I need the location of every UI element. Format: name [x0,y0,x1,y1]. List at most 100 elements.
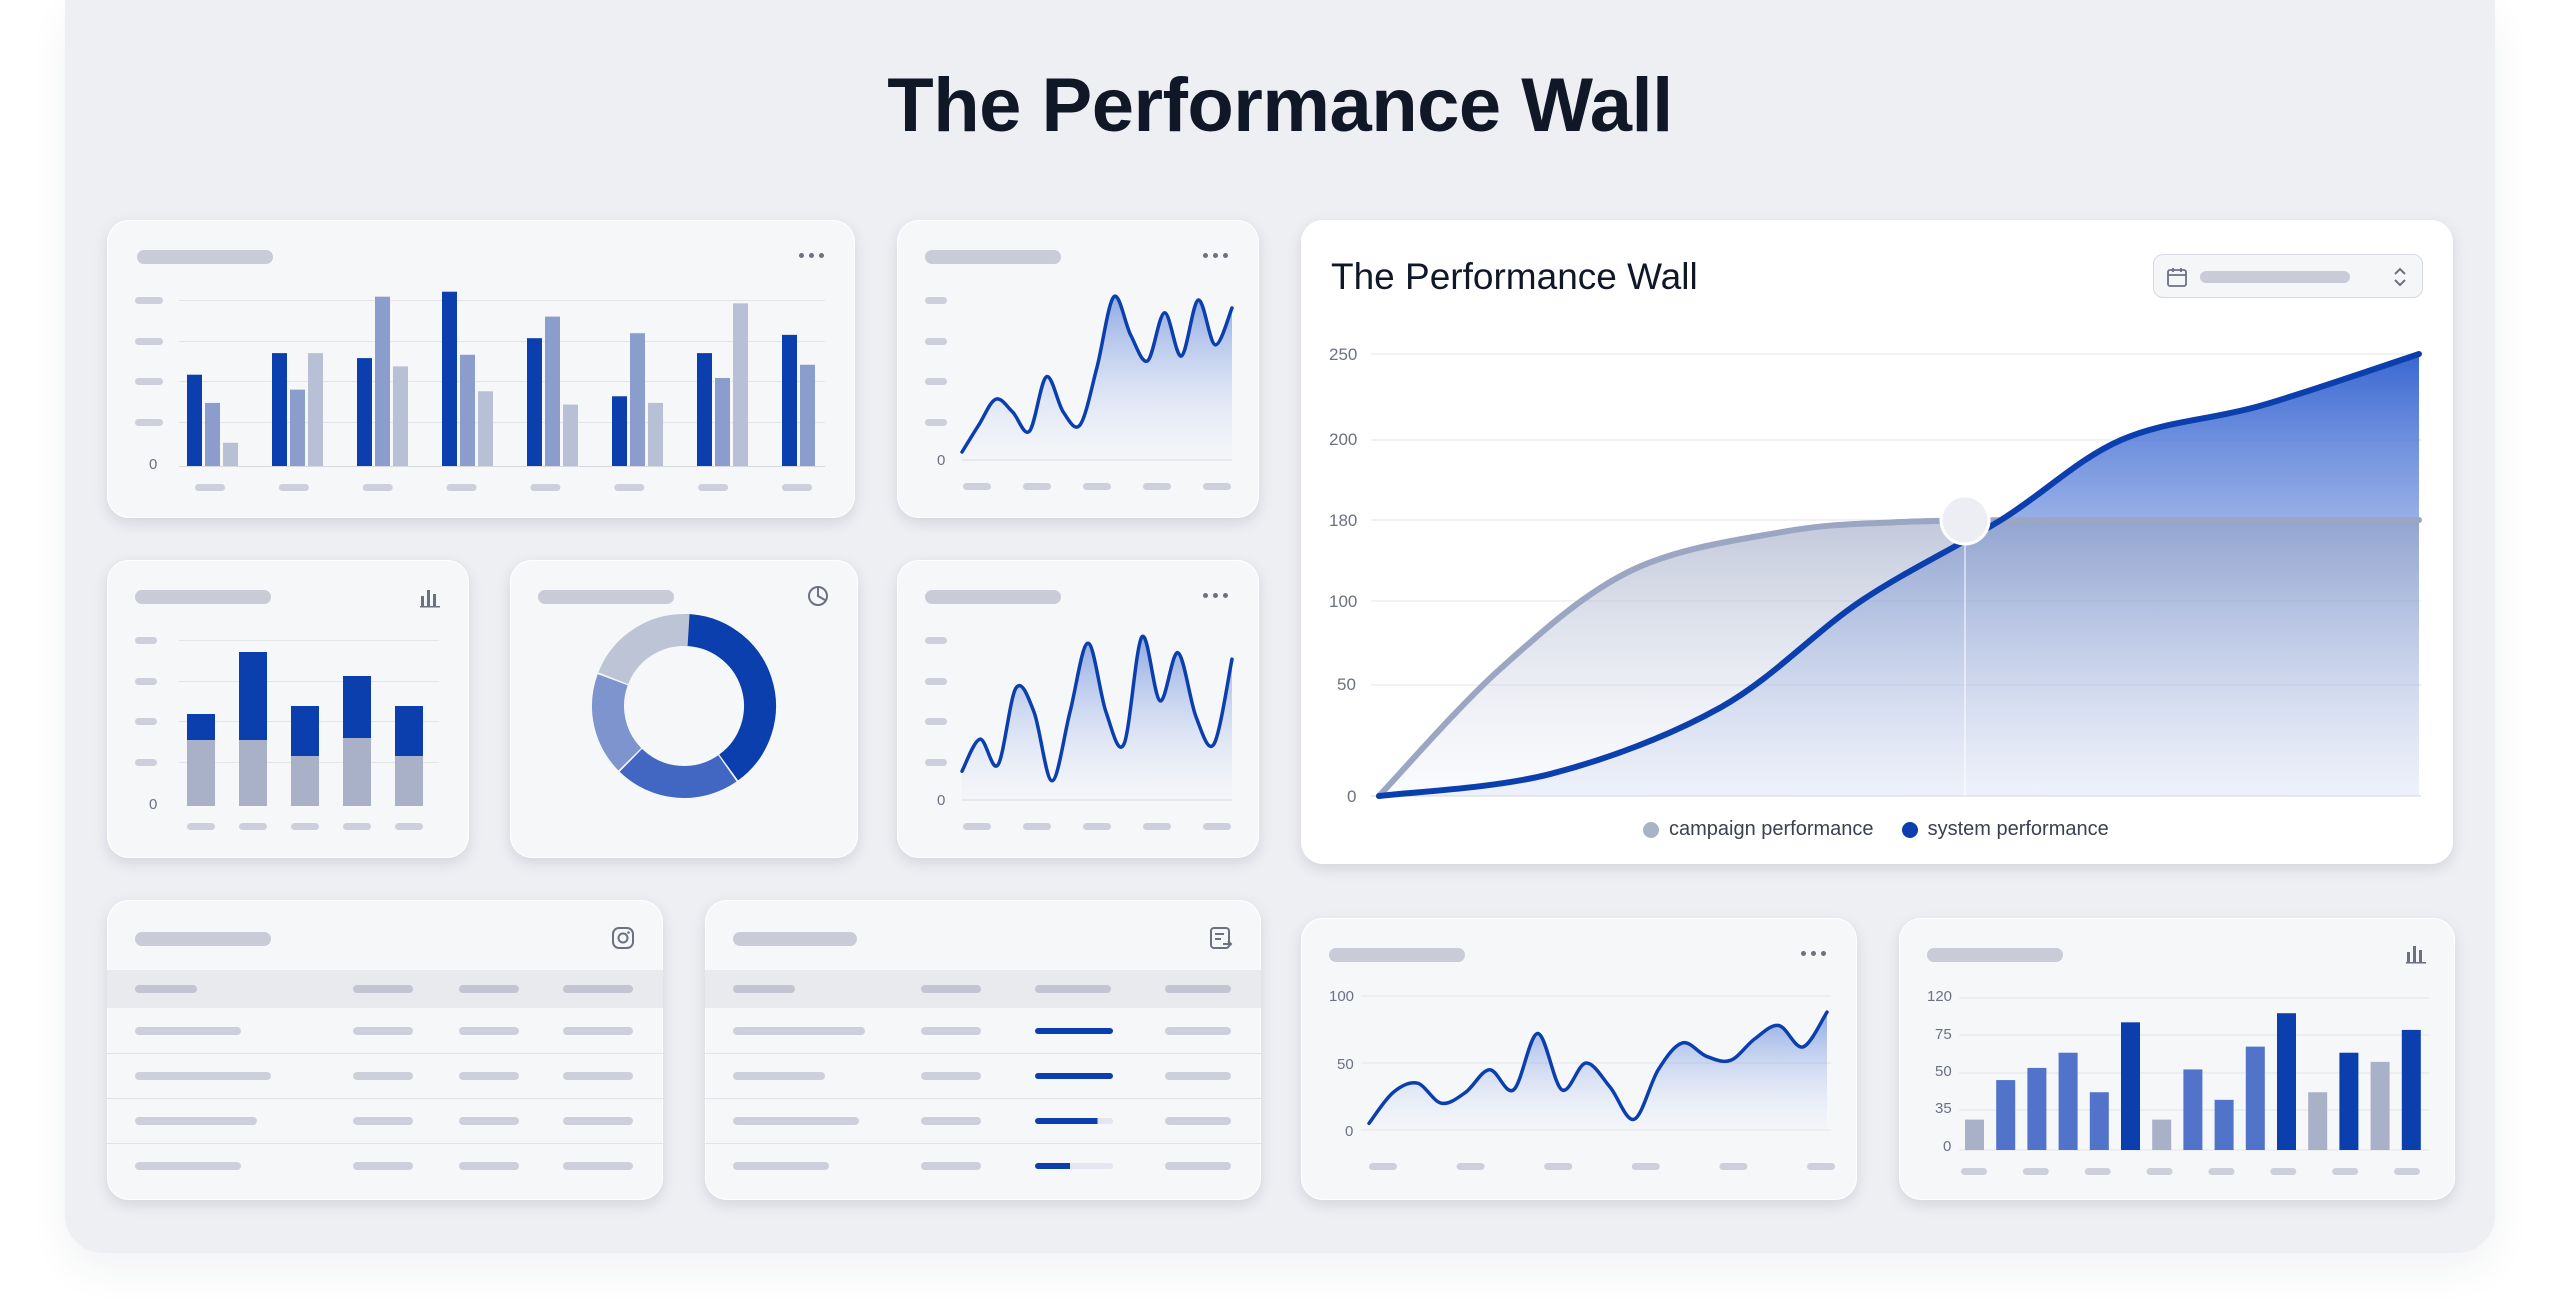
progress-bar [1035,1163,1113,1169]
export-icon[interactable] [1209,926,1233,950]
table-header-placeholder [563,985,633,993]
bar-segment [291,756,319,806]
x-tick-placeholder [1369,1163,1397,1170]
instagram-icon[interactable] [611,926,635,950]
line-card-b[interactable]: 0 [897,560,1259,858]
table-cell-placeholder [563,1162,633,1170]
table-row[interactable] [705,1055,1261,1095]
bar [2308,1092,2328,1150]
table-header-placeholder [459,985,519,993]
bottom-bar-card[interactable]: 120 75 50 35 0 [1899,918,2455,1200]
y-tick-50: 50 [1935,1063,1952,1080]
x-tick-placeholder [1203,483,1231,490]
stacked-bar-card[interactable]: 0 [107,560,469,858]
table-row[interactable] [107,1055,663,1095]
x-tick-placeholder [2394,1168,2420,1175]
table-card-a[interactable] [107,900,663,1200]
table-row-divider [107,1098,663,1099]
grouped-bar-card[interactable]: 0 [107,220,855,518]
chart-legend: campaign performance system performance [1643,818,2109,841]
x-tick-placeholder [530,484,561,491]
bottom-line-chart [1361,995,1835,1170]
grouped-bar-chart [187,291,815,491]
donut-card[interactable] [510,560,858,858]
table-card-b[interactable] [705,900,1261,1200]
bar [612,396,627,466]
y-axis-label: 0 [149,456,158,473]
table-row[interactable] [705,1145,1261,1185]
bar [2183,1069,2203,1150]
bar-segment [239,740,267,806]
bar [272,353,287,466]
x-tick-placeholder [187,823,215,830]
y-tick-50: 50 [1337,1056,1354,1073]
x-tick-placeholder [1023,823,1051,830]
more-horizontal-icon[interactable] [799,253,827,259]
y-tick-0: 0 [1943,1138,1952,1155]
table-row[interactable] [705,1100,1261,1140]
table-cell-placeholder [353,1072,413,1080]
table-row[interactable] [107,1145,663,1185]
card-title-placeholder [925,250,1061,264]
x-tick-placeholder [1083,823,1111,830]
date-range-picker[interactable] [2153,254,2423,298]
bar-segment [395,706,423,756]
card-title-placeholder [135,590,271,604]
stacked-bar-chart [187,652,423,830]
more-horizontal-icon[interactable] [1801,951,1829,957]
y-tick-0: 0 [1345,1123,1354,1140]
bar [357,358,372,466]
table-row[interactable] [705,1010,1261,1050]
bar [648,402,663,466]
table-cell-placeholder [563,1027,633,1035]
bar [733,303,748,466]
table-row[interactable] [107,1100,663,1140]
bar-segment [343,738,371,806]
bar [2401,1029,2421,1150]
y-axis-label: 0 [149,796,158,813]
x-tick-placeholder [698,484,729,491]
table-header-placeholder [733,985,795,993]
bar [563,404,578,466]
performance-chart-card[interactable]: The Performance Wall 250 200 180 100 50 … [1301,220,2453,864]
table-cell-placeholder [459,1117,519,1125]
table-cell-placeholder [135,1027,241,1035]
table-row[interactable] [107,1010,663,1050]
legend-label-campaign: campaign performance [1669,818,1874,840]
x-tick-placeholder [362,484,393,491]
x-tick-placeholder [2208,1168,2235,1175]
donut-chart [592,614,776,798]
series-line [960,294,1234,454]
x-tick-placeholder [1083,483,1111,490]
bar-segment [187,714,215,740]
card-title-placeholder [925,590,1061,604]
x-tick-placeholder [1023,483,1051,490]
legend-swatch-system [1901,821,1918,838]
bar [393,366,408,466]
pie-chart-icon[interactable] [806,584,830,608]
bar-chart-icon[interactable] [419,586,441,608]
line-card-a[interactable]: 0 [897,220,1259,518]
bar-chart-icon[interactable] [2405,942,2427,964]
bar [527,338,542,466]
bar [2058,1052,2078,1150]
bar [205,402,220,466]
card-title-placeholder [137,250,273,264]
more-horizontal-icon[interactable] [1203,593,1231,599]
bottom-line-card[interactable]: 100 50 0 [1301,918,1857,1200]
x-tick-placeholder [239,823,267,830]
performance-area-chart [1371,351,2422,799]
card-title-placeholder [538,590,674,604]
x-tick-placeholder [2332,1168,2359,1175]
x-tick-placeholder [291,823,319,830]
bar [630,333,645,466]
progress-bar [1035,1028,1113,1034]
donut-segment [683,614,776,781]
table-header-placeholder [1165,985,1231,993]
performance-wall: The Performance Wall 0 0 [65,0,2495,1253]
calendar-icon [2167,268,2187,287]
bar [1965,1119,1984,1150]
more-horizontal-icon[interactable] [1203,253,1231,259]
table-cell-placeholder [921,1027,981,1035]
bar [1996,1080,2016,1150]
